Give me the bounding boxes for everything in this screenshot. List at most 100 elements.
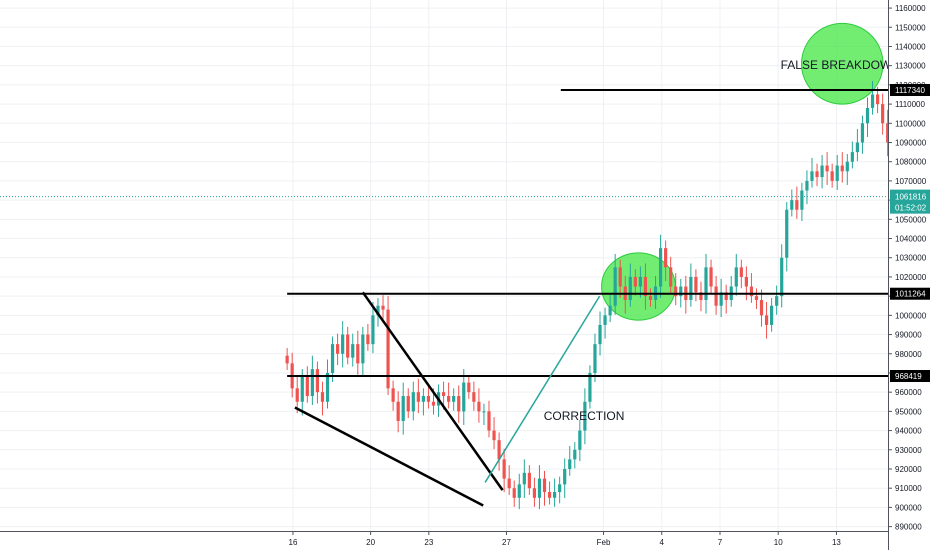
candle-body[interactable] — [487, 411, 490, 430]
candle-body[interactable] — [568, 459, 571, 469]
candle-body[interactable] — [563, 469, 566, 484]
candle-body[interactable] — [795, 200, 798, 210]
candle-body[interactable] — [543, 479, 546, 492]
candle-body[interactable] — [639, 277, 642, 287]
candle-body[interactable] — [634, 277, 637, 287]
candle-body[interactable] — [381, 306, 384, 310]
candle-body[interactable] — [856, 143, 859, 153]
candle-body[interactable] — [371, 315, 374, 344]
candle-body[interactable] — [356, 344, 359, 363]
candle-body[interactable] — [876, 94, 879, 104]
candle-body[interactable] — [513, 488, 516, 498]
candle-body[interactable] — [578, 431, 581, 450]
candle-body[interactable] — [836, 166, 839, 181]
candle-body[interactable] — [366, 335, 369, 345]
candle-body[interactable] — [669, 267, 672, 286]
candle-body[interactable] — [603, 315, 606, 325]
candle-body[interactable] — [664, 248, 667, 267]
candle-body[interactable] — [402, 396, 405, 421]
candle-body[interactable] — [871, 94, 874, 107]
candle-body[interactable] — [735, 267, 738, 286]
candle-body[interactable] — [709, 267, 712, 286]
candle-body[interactable] — [412, 392, 415, 411]
candle-body[interactable] — [805, 181, 808, 191]
candle-body[interactable] — [518, 484, 521, 497]
candle-body[interactable] — [745, 277, 748, 287]
candle-body[interactable] — [523, 473, 526, 485]
candle-body[interactable] — [826, 166, 829, 172]
candle-body[interactable] — [881, 104, 884, 123]
candle-body[interactable] — [815, 171, 818, 177]
candle-body[interactable] — [321, 392, 324, 402]
candle-body[interactable] — [467, 383, 470, 393]
candle-body[interactable] — [503, 459, 506, 478]
candle-body[interactable] — [331, 344, 334, 373]
candle-body[interactable] — [336, 344, 339, 354]
candle-body[interactable] — [447, 396, 450, 402]
candle-body[interactable] — [810, 171, 813, 181]
candle-body[interactable] — [351, 344, 354, 357]
candle-body[interactable] — [770, 306, 773, 325]
candle-body[interactable] — [831, 171, 834, 181]
candle-body[interactable] — [861, 123, 864, 142]
candle-body[interactable] — [866, 108, 869, 123]
candle-body[interactable] — [432, 402, 435, 406]
candle-body[interactable] — [755, 296, 758, 300]
candle-body[interactable] — [846, 162, 849, 172]
candle-body[interactable] — [629, 277, 632, 300]
candle-body[interactable] — [306, 377, 309, 396]
candle-body[interactable] — [649, 296, 652, 300]
candle-body[interactable] — [326, 373, 329, 402]
candle-body[interactable] — [785, 210, 788, 258]
candle-body[interactable] — [841, 166, 844, 172]
candle-body[interactable] — [311, 369, 314, 396]
candle-body[interactable] — [361, 335, 364, 364]
candle-body[interactable] — [462, 383, 465, 412]
candle-body[interactable] — [598, 325, 601, 344]
candle-body[interactable] — [392, 388, 395, 401]
candle-body[interactable] — [538, 479, 541, 498]
candle-body[interactable] — [851, 152, 854, 162]
candle-body[interactable] — [472, 392, 475, 402]
candle-body[interactable] — [417, 392, 420, 402]
candle-body[interactable] — [765, 315, 768, 325]
candle-body[interactable] — [427, 396, 430, 402]
candle-body[interactable] — [492, 431, 495, 441]
candle-body[interactable] — [780, 258, 783, 296]
candle-body[interactable] — [452, 396, 455, 402]
candle-body[interactable] — [704, 267, 707, 300]
candle-body[interactable] — [694, 277, 697, 292]
candle-body[interactable] — [442, 392, 445, 396]
candle-body[interactable] — [346, 335, 349, 358]
candle-body[interactable] — [477, 402, 480, 412]
candle-body[interactable] — [286, 356, 289, 364]
candle-body[interactable] — [397, 402, 400, 421]
candle-body[interactable] — [588, 373, 591, 402]
candle-body[interactable] — [533, 488, 536, 498]
candle-body[interactable] — [659, 248, 662, 286]
candle-body[interactable] — [341, 335, 344, 354]
candle-body[interactable] — [689, 277, 692, 300]
candle-body[interactable] — [790, 200, 793, 210]
candle-body[interactable] — [553, 492, 556, 498]
candle-body[interactable] — [593, 344, 596, 373]
candle-body[interactable] — [316, 369, 319, 392]
candle-body[interactable] — [548, 492, 551, 498]
candle-body[interactable] — [614, 267, 617, 305]
candle-body[interactable] — [296, 388, 299, 401]
candle-body[interactable] — [775, 296, 778, 306]
candle-body[interactable] — [714, 287, 717, 306]
candle-body[interactable] — [457, 396, 460, 411]
candle-body[interactable] — [301, 377, 304, 402]
candle-body[interactable] — [820, 166, 823, 178]
candle-body[interactable] — [740, 267, 743, 277]
candle-body[interactable] — [619, 267, 622, 286]
candle-body[interactable] — [508, 479, 511, 489]
candle-body[interactable] — [609, 306, 612, 316]
candle-body[interactable] — [558, 484, 561, 492]
candle-body[interactable] — [760, 300, 763, 315]
candle-body[interactable] — [482, 411, 485, 412]
candle-body[interactable] — [422, 396, 425, 402]
